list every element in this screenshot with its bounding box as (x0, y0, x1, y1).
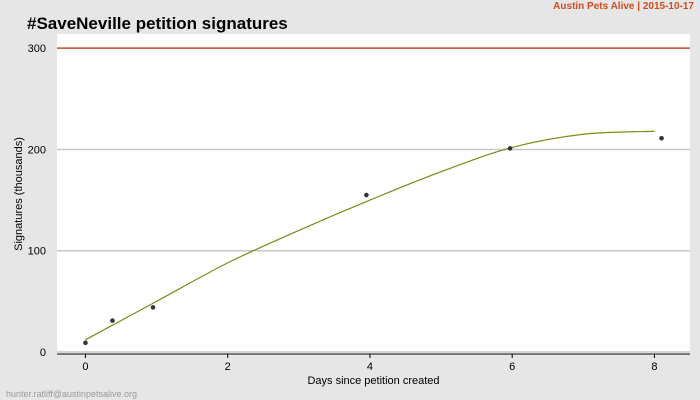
trend-layer (85, 130, 655, 341)
x-tick-label: 4 (367, 361, 373, 373)
y-tick-label: 0 (40, 347, 46, 359)
data-point (110, 318, 115, 323)
x-axis-title: Days since petition created (307, 375, 439, 387)
x-tick-label: 6 (509, 361, 515, 373)
data-point (150, 305, 156, 310)
data-point (364, 192, 369, 198)
plot-panel (57, 34, 690, 354)
y-tick-label: 200 (28, 144, 46, 156)
x-tick-label: 2 (225, 361, 231, 373)
data-point (659, 136, 664, 141)
y-tick-label: 100 (28, 246, 46, 258)
axes: 0 100 200 300 0 2 4 6 8 (28, 43, 690, 373)
x-tick-label: 0 (82, 361, 88, 373)
data-point (507, 146, 513, 151)
points-layer (83, 136, 664, 346)
y-tick-label: 300 (28, 43, 46, 55)
x-tick-label: 8 (651, 361, 657, 373)
credit-label: hunter.ratliff@austinpetsalive.org (6, 389, 137, 399)
chart-title: #SaveNeville petition signatures (27, 14, 288, 33)
y-axis-title: Signatures (thousands) (13, 137, 25, 251)
data-point (83, 340, 88, 346)
source-label: Austin Pets Alive | 2015-10-17 (553, 1, 694, 12)
trend-line (85, 130, 655, 341)
